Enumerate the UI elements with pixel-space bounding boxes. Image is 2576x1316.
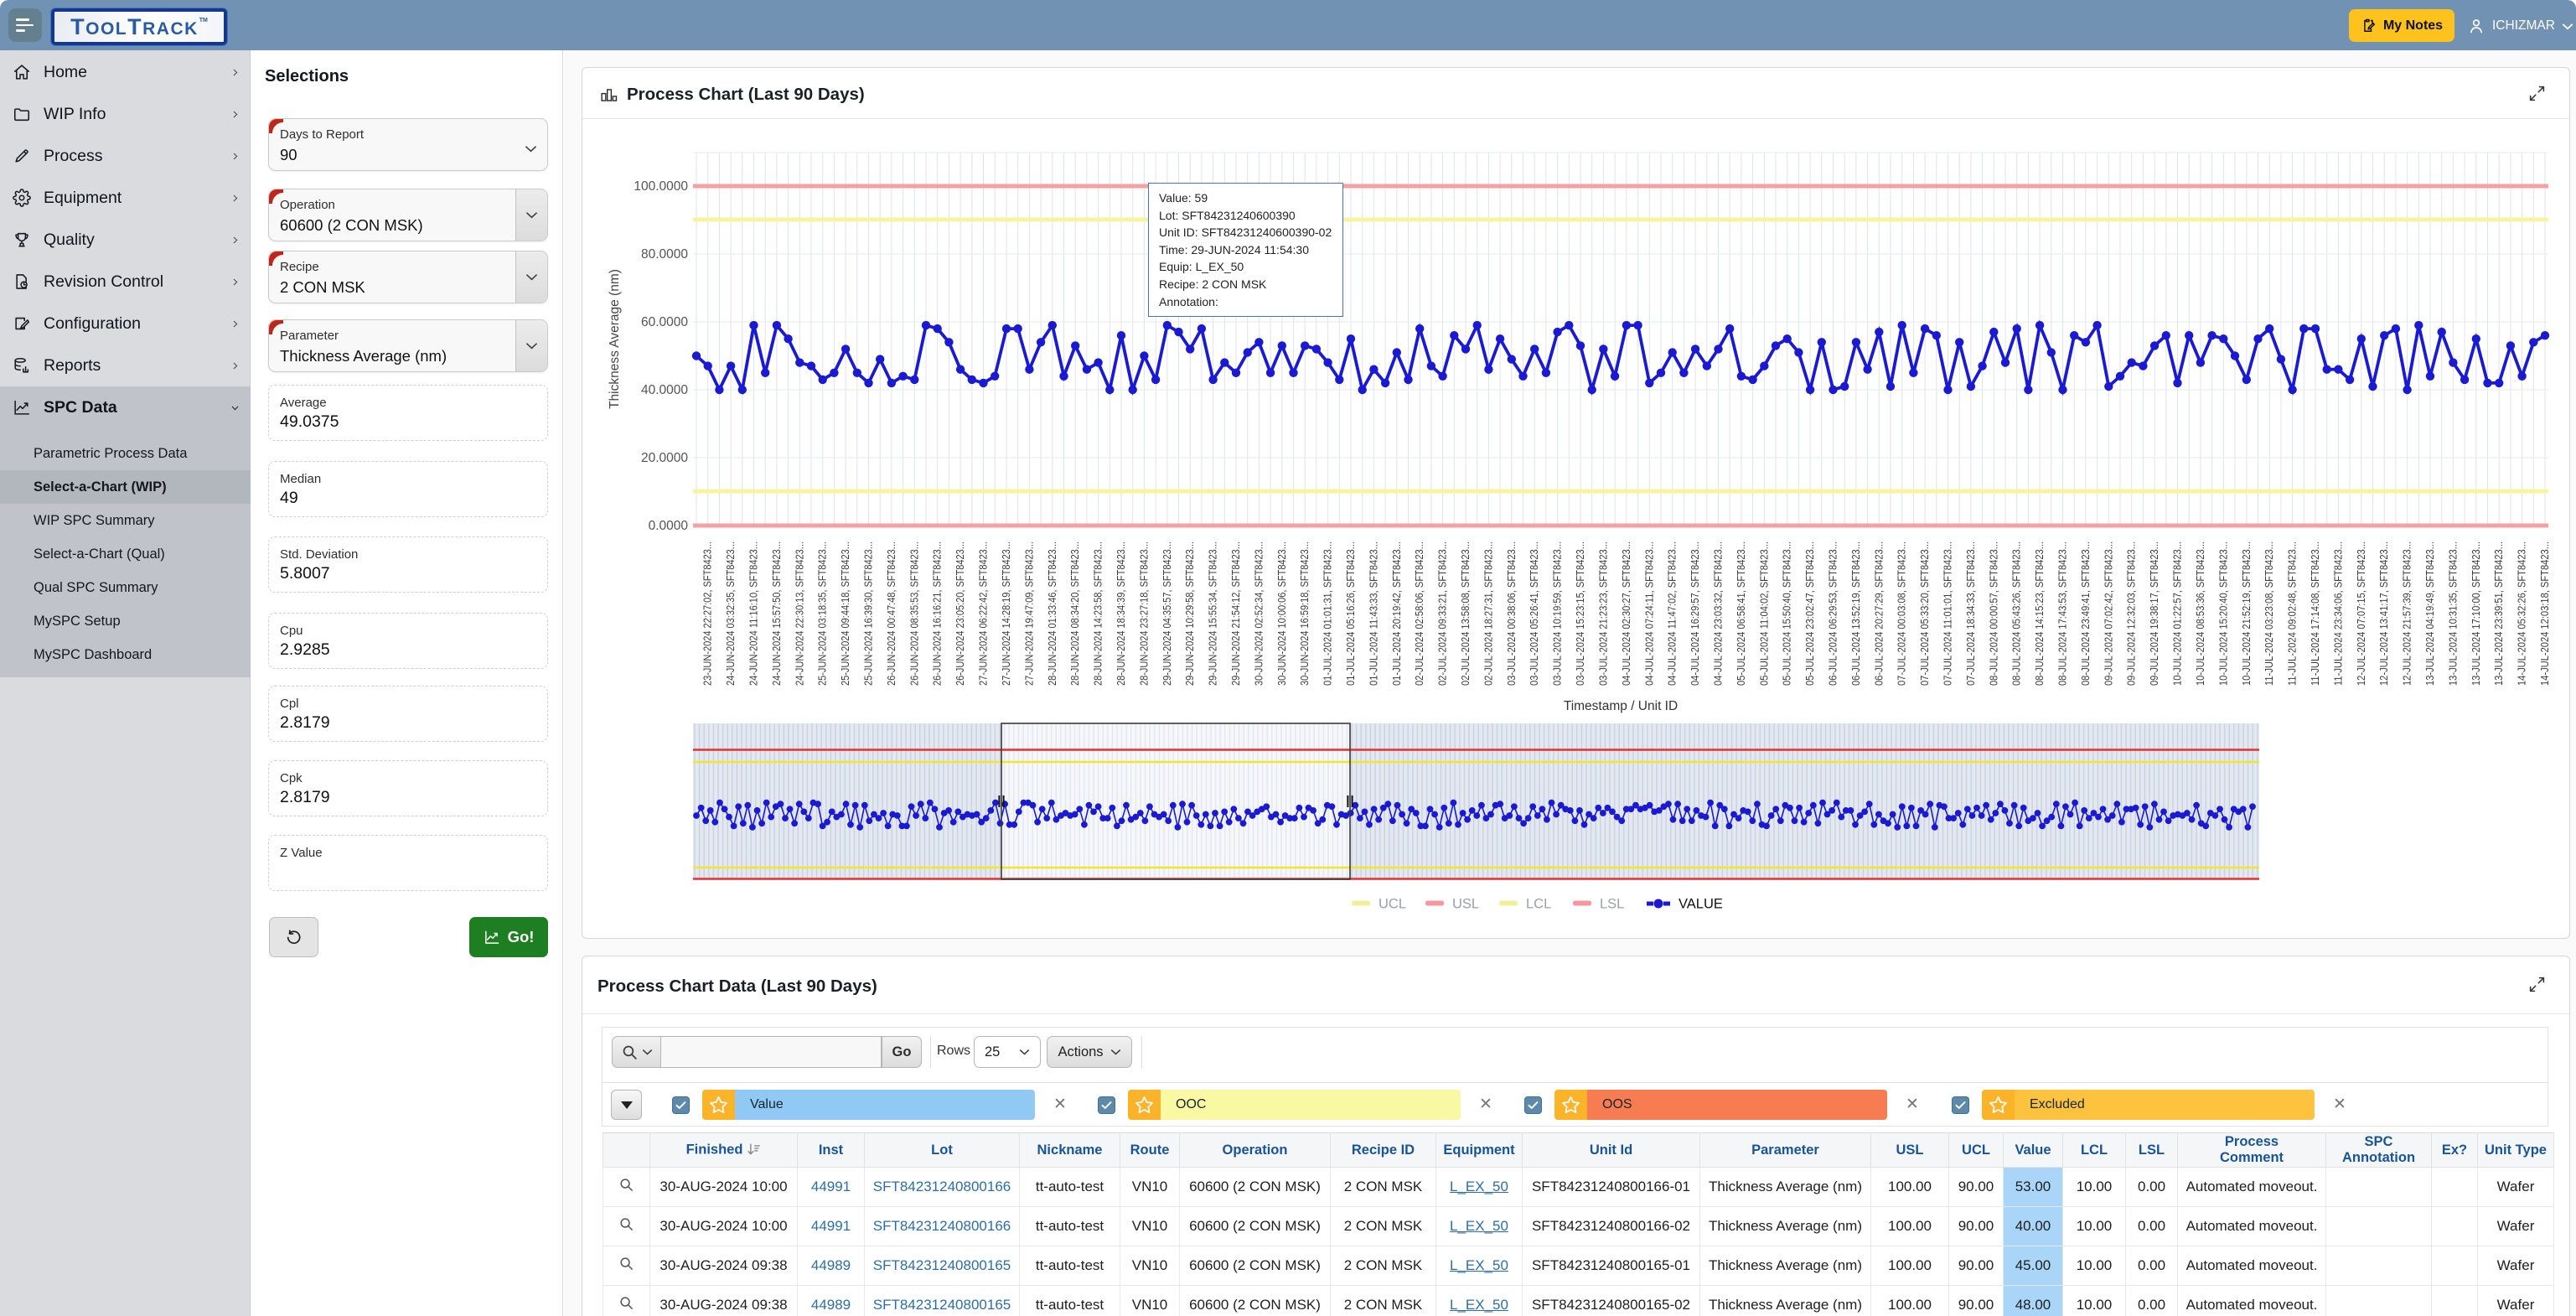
svg-text:03-JUL-2024 05:26:41, SFT8423.: 03-JUL-2024 05:26:41, SFT8423... <box>1529 541 1540 686</box>
svg-text:28-JUN-2024 14:23:58, SFT8423.: 28-JUN-2024 14:23:58, SFT8423... <box>1093 541 1104 686</box>
svg-text:03-JUL-2024 15:23:15, SFT8423.: 03-JUL-2024 15:23:15, SFT8423... <box>1575 541 1586 686</box>
svg-text:14-JUL-2024 12:03:18, SFT8423.: 14-JUL-2024 12:03:18, SFT8423... <box>2539 541 2551 686</box>
svg-text:13-JUL-2024 04:19:49, SFT8423.: 13-JUL-2024 04:19:49, SFT8423... <box>2424 541 2436 686</box>
svg-text:10-JUL-2024 01:22:57, SFT8423.: 10-JUL-2024 01:22:57, SFT8423... <box>2172 541 2184 686</box>
svg-text:02-JUL-2024 09:33:21, SFT8423.: 02-JUL-2024 09:33:21, SFT8423... <box>1437 541 1449 686</box>
svg-text:12-JUL-2024 21:57:39, SFT8423.: 12-JUL-2024 21:57:39, SFT8423... <box>2402 541 2413 686</box>
svg-text:11-JUL-2024 03:23:08, SFT8423.: 11-JUL-2024 03:23:08, SFT8423... <box>2263 541 2275 686</box>
svg-text:08-JUL-2024 14:15:23, SFT8423.: 08-JUL-2024 14:15:23, SFT8423... <box>2034 541 2046 686</box>
svg-text:01-JUL-2024 11:43:33, SFT8423.: 01-JUL-2024 11:43:33, SFT8423... <box>1368 541 1379 686</box>
svg-text:11-JUL-2024 23:34:06, SFT8423.: 11-JUL-2024 23:34:06, SFT8423... <box>2332 541 2344 686</box>
svg-text:02-JUL-2024 18:27:31, SFT8423.: 02-JUL-2024 18:27:31, SFT8423... <box>1482 541 1494 686</box>
svg-text:LCL: LCL <box>1526 897 1551 912</box>
svg-text:05-JUL-2024 06:58:41, SFT8423.: 05-JUL-2024 06:58:41, SFT8423... <box>1735 541 1747 686</box>
svg-text:40.0000: 40.0000 <box>641 383 688 397</box>
svg-text:29-JUN-2024 15:55:34, SFT8423.: 29-JUN-2024 15:55:34, SFT8423... <box>1208 541 1219 686</box>
svg-text:10-JUL-2024 15:20:40, SFT8423.: 10-JUL-2024 15:20:40, SFT8423... <box>2217 541 2229 686</box>
svg-text:13-JUL-2024 10:31:35, SFT8423.: 13-JUL-2024 10:31:35, SFT8423... <box>2447 541 2459 686</box>
svg-text:01-JUL-2024 05:16:26, SFT8423.: 01-JUL-2024 05:16:26, SFT8423... <box>1345 541 1357 686</box>
svg-text:11-JUL-2024 17:14:08, SFT8423.: 11-JUL-2024 17:14:08, SFT8423... <box>2310 541 2321 686</box>
svg-text:09-JUL-2024 19:38:17, SFT8423.: 09-JUL-2024 19:38:17, SFT8423... <box>2149 541 2160 686</box>
svg-text:20.0000: 20.0000 <box>641 451 688 465</box>
svg-text:06-JUL-2024 13:52:19, SFT8423.: 06-JUL-2024 13:52:19, SFT8423... <box>1850 541 1862 686</box>
svg-text:24-JUN-2024 03:32:35, SFT8423.: 24-JUN-2024 03:32:35, SFT8423... <box>725 541 737 686</box>
svg-text:07-JUL-2024 11:01:01, SFT8423.: 07-JUL-2024 11:01:01, SFT8423... <box>1942 541 1954 686</box>
svg-text:14-JUL-2024 05:32:26, SFT8423.: 14-JUL-2024 05:32:26, SFT8423... <box>2517 541 2528 686</box>
svg-text:09-JUL-2024 07:02:42, SFT8423.: 09-JUL-2024 07:02:42, SFT8423... <box>2103 541 2114 686</box>
svg-text:25-JUN-2024 16:39:30, SFT8423.: 25-JUN-2024 16:39:30, SFT8423... <box>863 541 875 686</box>
svg-text:26-JUN-2024 16:16:21, SFT8423.: 26-JUN-2024 16:16:21, SFT8423... <box>932 541 944 686</box>
svg-text:10-JUL-2024 08:53:36, SFT8423.: 10-JUL-2024 08:53:36, SFT8423... <box>2195 541 2206 686</box>
svg-text:07-JUL-2024 18:34:33, SFT8423.: 07-JUL-2024 18:34:33, SFT8423... <box>1965 541 1977 686</box>
svg-text:08-JUL-2024 23:49:41, SFT8423.: 08-JUL-2024 23:49:41, SFT8423... <box>2080 541 2092 686</box>
svg-text:100.0000: 100.0000 <box>634 179 688 194</box>
svg-text:12-JUL-2024 07:07:15, SFT8423.: 12-JUL-2024 07:07:15, SFT8423... <box>2356 541 2367 686</box>
svg-text:30-JUN-2024 16:59:18, SFT8423.: 30-JUN-2024 16:59:18, SFT8423... <box>1299 541 1311 686</box>
svg-text:04-JUL-2024 11:47:02, SFT8423.: 04-JUL-2024 11:47:02, SFT8423... <box>1667 541 1679 686</box>
svg-text:05-JUL-2024 11:04:02, SFT8423.: 05-JUL-2024 11:04:02, SFT8423... <box>1758 541 1770 686</box>
svg-text:27-JUN-2024 14:28:19, SFT8423.: 27-JUN-2024 14:28:19, SFT8423... <box>1001 541 1012 686</box>
svg-text:UCL: UCL <box>1379 897 1406 912</box>
svg-text:Thickness Average (nm): Thickness Average (nm) <box>608 269 622 409</box>
svg-text:04-JUL-2024 02:30:27, SFT8423.: 04-JUL-2024 02:30:27, SFT8423... <box>1621 541 1632 686</box>
svg-text:24-JUN-2024 11:16:10, SFT8423.: 24-JUN-2024 11:16:10, SFT8423... <box>748 541 760 686</box>
svg-text:29-JUN-2024 04:35:57, SFT8423.: 29-JUN-2024 04:35:57, SFT8423... <box>1161 541 1173 686</box>
svg-text:30-JUN-2024 10:00:06, SFT8423.: 30-JUN-2024 10:00:06, SFT8423... <box>1276 541 1288 686</box>
svg-text:USL: USL <box>1452 897 1479 912</box>
svg-text:30-JUN-2024 02:52:34, SFT8423.: 30-JUN-2024 02:52:34, SFT8423... <box>1253 541 1265 686</box>
svg-text:03-JUL-2024 21:23:23, SFT8423.: 03-JUL-2024 21:23:23, SFT8423... <box>1597 541 1609 686</box>
svg-text:28-JUN-2024 08:34:20, SFT8423.: 28-JUN-2024 08:34:20, SFT8423... <box>1069 541 1081 686</box>
svg-text:02-JUL-2024 13:58:08, SFT8423.: 02-JUL-2024 13:58:08, SFT8423... <box>1460 541 1472 686</box>
svg-text:26-JUN-2024 00:47:48, SFT8423.: 26-JUN-2024 00:47:48, SFT8423... <box>886 541 897 686</box>
svg-text:24-JUN-2024 15:57:50, SFT8423.: 24-JUN-2024 15:57:50, SFT8423... <box>771 541 783 686</box>
svg-text:11-JUL-2024 09:02:48, SFT8423.: 11-JUL-2024 09:02:48, SFT8423... <box>2287 541 2299 686</box>
svg-text:26-JUN-2024 08:35:53, SFT8423.: 26-JUN-2024 08:35:53, SFT8423... <box>908 541 920 686</box>
svg-text:03-JUL-2024 00:38:06, SFT8423.: 03-JUL-2024 00:38:06, SFT8423... <box>1506 541 1518 686</box>
svg-text:VALUE: VALUE <box>1679 897 1723 912</box>
svg-text:08-JUL-2024 05:43:26, SFT8423.: 08-JUL-2024 05:43:26, SFT8423... <box>2011 541 2023 686</box>
svg-text:01-JUL-2024 01:01:31, SFT8423.: 01-JUL-2024 01:01:31, SFT8423... <box>1322 541 1334 686</box>
svg-text:04-JUL-2024 16:29:57, SFT8423.: 04-JUL-2024 16:29:57, SFT8423... <box>1689 541 1701 686</box>
svg-text:0.0000: 0.0000 <box>649 519 689 533</box>
svg-text:27-JUN-2024 19:47:09, SFT8423.: 27-JUN-2024 19:47:09, SFT8423... <box>1023 541 1035 686</box>
svg-text:08-JUL-2024 17:43:53, SFT8423.: 08-JUL-2024 17:43:53, SFT8423... <box>2057 541 2069 686</box>
svg-text:13-JUL-2024 17:10:00, SFT8423.: 13-JUL-2024 17:10:00, SFT8423... <box>2470 541 2482 686</box>
svg-text:25-JUN-2024 09:44:18, SFT8423.: 25-JUN-2024 09:44:18, SFT8423... <box>840 541 851 686</box>
svg-text:29-JUN-2024 10:29:58, SFT8423.: 29-JUN-2024 10:29:58, SFT8423... <box>1184 541 1196 686</box>
svg-text:13-JUL-2024 23:39:51, SFT8423.: 13-JUL-2024 23:39:51, SFT8423... <box>2493 541 2505 686</box>
svg-text:07-JUL-2024 05:33:20, SFT8423.: 07-JUL-2024 05:33:20, SFT8423... <box>1919 541 1931 686</box>
svg-text:23-JUN-2024 22:27:02, SFT8423.: 23-JUN-2024 22:27:02, SFT8423... <box>702 541 714 686</box>
svg-text:27-JUN-2024 06:22:42, SFT8423.: 27-JUN-2024 06:22:42, SFT8423... <box>978 541 990 686</box>
svg-text:10-JUL-2024 21:52:19, SFT8423.: 10-JUL-2024 21:52:19, SFT8423... <box>2241 541 2253 686</box>
svg-text:05-JUL-2024 15:50:40, SFT8423.: 05-JUL-2024 15:50:40, SFT8423... <box>1782 541 1793 686</box>
svg-text:12-JUL-2024 13:41:17, SFT8423.: 12-JUL-2024 13:41:17, SFT8423... <box>2378 541 2390 686</box>
svg-text:08-JUL-2024 00:00:57, SFT8423.: 08-JUL-2024 00:00:57, SFT8423... <box>1988 541 1999 686</box>
svg-text:28-JUN-2024 01:33:46, SFT8423.: 28-JUN-2024 01:33:46, SFT8423... <box>1047 541 1058 686</box>
svg-text:24-JUN-2024 22:30:13, SFT8423.: 24-JUN-2024 22:30:13, SFT8423... <box>794 541 805 686</box>
svg-text:04-JUL-2024 07:24:11, SFT8423.: 04-JUL-2024 07:24:11, SFT8423... <box>1643 541 1655 686</box>
svg-text:60.0000: 60.0000 <box>641 315 688 329</box>
svg-text:01-JUL-2024 20:19:42, SFT8423.: 01-JUL-2024 20:19:42, SFT8423... <box>1391 541 1403 686</box>
svg-text:02-JUL-2024 02:58:06, SFT8423.: 02-JUL-2024 02:58:06, SFT8423... <box>1414 541 1425 686</box>
svg-text:06-JUL-2024 20:27:29, SFT8423.: 06-JUL-2024 20:27:29, SFT8423... <box>1873 541 1885 686</box>
svg-text:05-JUL-2024 23:02:47, SFT8423.: 05-JUL-2024 23:02:47, SFT8423... <box>1804 541 1816 686</box>
svg-text:LSL: LSL <box>1600 897 1624 912</box>
svg-text:25-JUN-2024 03:18:35, SFT8423.: 25-JUN-2024 03:18:35, SFT8423... <box>817 541 829 686</box>
svg-text:03-JUL-2024 10:19:59, SFT8423.: 03-JUL-2024 10:19:59, SFT8423... <box>1552 541 1564 686</box>
svg-text:80.0000: 80.0000 <box>641 247 688 262</box>
svg-text:28-JUN-2024 23:27:18, SFT8423.: 28-JUN-2024 23:27:18, SFT8423... <box>1138 541 1150 686</box>
svg-text:07-JUL-2024 00:03:08, SFT8423.: 07-JUL-2024 00:03:08, SFT8423... <box>1896 541 1908 686</box>
svg-text:26-JUN-2024 23:05:20, SFT8423.: 26-JUN-2024 23:05:20, SFT8423... <box>954 541 966 686</box>
svg-text:04-JUL-2024 23:03:32, SFT8423.: 04-JUL-2024 23:03:32, SFT8423... <box>1713 541 1725 686</box>
svg-text:28-JUN-2024 18:34:39, SFT8423.: 28-JUN-2024 18:34:39, SFT8423... <box>1115 541 1127 686</box>
svg-text:09-JUL-2024 12:32:03, SFT8423.: 09-JUL-2024 12:32:03, SFT8423... <box>2126 541 2138 686</box>
svg-text:29-JUN-2024 21:54:12, SFT8423.: 29-JUN-2024 21:54:12, SFT8423... <box>1230 541 1242 686</box>
svg-text:Timestamp / Unit ID: Timestamp / Unit ID <box>1564 699 1678 713</box>
svg-text:06-JUL-2024 06:29:53, SFT8423.: 06-JUL-2024 06:29:53, SFT8423... <box>1828 541 1839 686</box>
